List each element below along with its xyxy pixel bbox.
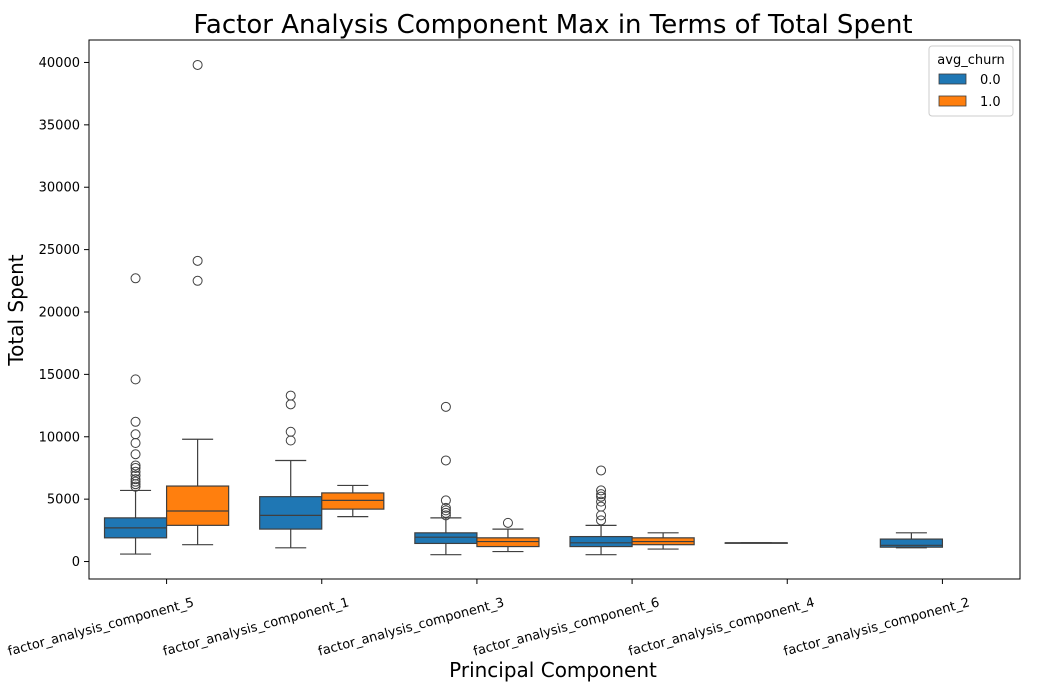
- y-tick-label: 20000: [39, 305, 80, 320]
- outlier-point: [285, 426, 296, 437]
- outlier-point: [440, 505, 451, 516]
- outlier-point: [192, 275, 203, 286]
- outlier-point: [192, 59, 203, 70]
- outlier-point: [440, 510, 451, 521]
- box-iqr: [879, 538, 944, 548]
- outlier-point: [130, 470, 141, 481]
- outlier-point: [440, 502, 451, 513]
- outlier-point: [130, 374, 141, 385]
- outlier-point: [440, 507, 451, 518]
- outlier-point: [285, 399, 296, 410]
- y-tick-label: 35000: [39, 118, 80, 133]
- outlier-point: [130, 476, 141, 487]
- outlier-point: [130, 481, 141, 492]
- box-iqr: [476, 537, 540, 548]
- outlier-point: [596, 485, 607, 496]
- legend-label-0.0: 0.0: [980, 73, 1001, 88]
- outlier-point: [130, 449, 141, 460]
- outlier-point: [130, 462, 141, 473]
- outlier-point: [130, 466, 141, 477]
- outlier-point: [130, 438, 141, 449]
- chart-title: Factor Analysis Component Max in Terms o…: [193, 10, 912, 40]
- outlier-point: [502, 517, 513, 528]
- x-axis-label: Principal Component: [449, 658, 657, 682]
- box-factor_analysis_component_6-0.0: [569, 465, 633, 556]
- y-tick-label: 30000: [39, 181, 80, 196]
- outlier-point: [596, 515, 607, 526]
- outlier-point: [440, 401, 451, 412]
- box-iqr: [165, 485, 230, 526]
- y-tick-label: 5000: [47, 493, 80, 508]
- outlier-point: [130, 273, 141, 284]
- legend-swatch-1.0: [938, 95, 967, 107]
- outlier-point: [130, 416, 141, 427]
- box-factor_analysis_component_6-1.0: [631, 532, 695, 550]
- y-tick-label: 15000: [39, 368, 80, 383]
- outlier-point: [440, 455, 451, 466]
- outlier-point: [285, 435, 296, 446]
- y-tick-label: 10000: [39, 430, 80, 445]
- box-factor_analysis_component_2-0.0: [879, 532, 944, 549]
- outlier-point: [285, 390, 296, 401]
- y-axis-label: Total Spent: [4, 254, 28, 366]
- outlier-point: [596, 501, 607, 512]
- outlier-point: [596, 496, 607, 507]
- y-tick-label: 25000: [39, 243, 80, 258]
- outlier-point: [596, 489, 607, 500]
- plot-area-frame: [88, 39, 1021, 580]
- box-factor_analysis_component_4-0.0: [724, 542, 788, 544]
- outlier-point: [440, 495, 451, 506]
- box-factor_analysis_component_5-1.0: [165, 59, 230, 546]
- box-iqr: [414, 532, 478, 545]
- y-tick-label: 0: [72, 555, 80, 570]
- outlier-point: [596, 465, 607, 476]
- legend-label-1.0: 1.0: [980, 95, 1001, 110]
- legend: avg_churn 0.0 1.0: [928, 45, 1014, 117]
- outlier-point: [596, 491, 607, 502]
- box-iqr: [569, 535, 633, 548]
- outlier-point: [192, 255, 203, 266]
- box-factor_analysis_component_5-0.0: [103, 273, 168, 555]
- outlier-point: [130, 474, 141, 485]
- box-factor_analysis_component_1-1.0: [321, 484, 385, 518]
- box-iqr: [259, 496, 323, 530]
- legend-title: avg_churn: [937, 53, 1004, 68]
- legend-swatch-0.0: [938, 73, 967, 85]
- box-iqr: [321, 492, 385, 510]
- box-factor_analysis_component_1-0.0: [259, 390, 323, 549]
- outlier-point: [130, 429, 141, 440]
- box-factor_analysis_component_3-0.0: [414, 401, 478, 556]
- box-factor_analysis_component_3-1.0: [476, 517, 540, 553]
- y-tick-label: 40000: [39, 56, 80, 71]
- outlier-point: [130, 460, 141, 471]
